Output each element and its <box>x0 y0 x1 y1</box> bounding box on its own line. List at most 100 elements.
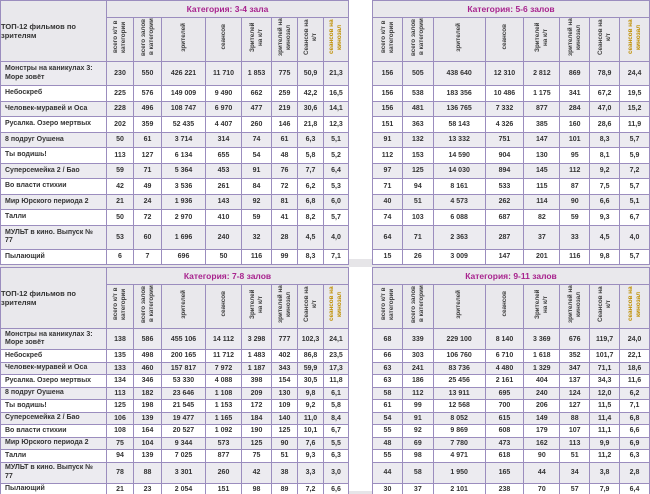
value-cell: 9,8 <box>297 386 324 400</box>
value-cell: 4 573 <box>432 193 486 210</box>
table-row: МУЛЬТ в кино. Выпуск № 77 53 60 1 696 240 32 2… <box>0 224 349 250</box>
value-cell: 24 <box>133 193 162 210</box>
value-cell: 125 <box>401 162 434 179</box>
film-name: Суперсемейка 2 / Бао <box>0 162 107 179</box>
value-cell: 151 <box>372 116 403 133</box>
value-cell: 17,3 <box>323 361 349 375</box>
value-cell: 90 <box>559 193 591 210</box>
table-category-7-8: ТОП-12 фильмов по зрителям Категория: 7-… <box>0 267 349 494</box>
value-cell: 52 435 <box>161 116 206 133</box>
table-row: 74 103 6 088 687 82 59 9,3 6,7 <box>372 209 650 226</box>
value-cell: 116 <box>241 248 272 265</box>
value-cell: 72 <box>133 209 162 226</box>
value-cell: 124 <box>559 386 591 400</box>
value-cell: 70 <box>523 482 561 494</box>
value-cell: 130 <box>271 386 298 400</box>
value-cell: 2 161 <box>484 374 525 388</box>
value-cell: 6,8 <box>619 411 650 425</box>
value-cell: 20 527 <box>161 424 206 438</box>
table-row: Человек-муравей и Оса 133 460 157 817 7 972 1… <box>0 361 349 375</box>
value-cell: 6,8 <box>297 193 324 210</box>
value-cell: 102,3 <box>297 328 324 350</box>
column-header: Зрителей на к/т <box>523 17 561 62</box>
value-cell: 84 <box>241 178 272 195</box>
value-cell: 127 <box>559 399 591 413</box>
value-cell: 12,3 <box>323 116 349 133</box>
value-cell: 71 <box>372 178 403 195</box>
value-cell: 8,1 <box>589 147 621 164</box>
quadrant-category-3-4: ТОП-12 фильмов по зрителям Категория: 3-… <box>0 0 349 265</box>
value-cell: 66 <box>372 349 403 363</box>
value-cell: 6,3 <box>297 131 324 148</box>
value-cell: 28 <box>271 224 298 250</box>
value-cell: 32 <box>241 224 272 250</box>
value-cell: 498 <box>133 349 162 363</box>
table-row: 97 125 14 030 894 145 112 9,2 7,2 <box>372 162 650 179</box>
value-cell: 92 <box>401 424 434 438</box>
value-cell: 139 <box>133 411 162 425</box>
film-name: 8 подруг Оушена <box>0 131 107 148</box>
value-cell: 7 <box>133 248 162 265</box>
value-cell: 477 <box>241 100 272 117</box>
value-cell: 14 030 <box>432 162 486 179</box>
value-cell: 115 <box>523 178 561 195</box>
value-cell: 97 <box>372 162 403 179</box>
value-cell: 877 <box>205 449 242 463</box>
value-cell: 15,2 <box>619 100 650 117</box>
table-row: 40 51 4 573 262 114 90 6,6 5,1 <box>372 193 650 210</box>
value-cell: 98 <box>401 449 434 463</box>
value-cell: 157 817 <box>161 361 206 375</box>
value-cell: 404 <box>523 374 561 388</box>
value-cell: 6,2 <box>619 386 650 400</box>
table-row: 54 91 8 052 615 149 88 11,4 6,8 <box>372 411 650 425</box>
value-cell: 229 100 <box>432 328 486 350</box>
column-header: всего к/т в категории <box>106 284 134 329</box>
value-cell: 9 869 <box>432 424 486 438</box>
table-row: Во власти стихии 108 164 20 527 1 092 190 125 1… <box>0 424 349 438</box>
value-cell: 156 <box>372 61 403 86</box>
value-cell: 7,2 <box>619 162 650 179</box>
value-cell: 63 <box>372 361 403 375</box>
column-header: Зрителей на к/т <box>241 284 272 329</box>
value-cell: 352 <box>559 349 591 363</box>
film-name: Русалка. Озеро мертвых <box>0 116 107 133</box>
value-cell: 71,1 <box>589 361 621 375</box>
value-cell: 9,2 <box>297 399 324 413</box>
value-cell: 5,2 <box>323 147 349 164</box>
value-cell: 50 <box>106 209 134 226</box>
column-header: сеансов <box>205 284 242 329</box>
value-cell: 149 <box>523 411 561 425</box>
value-cell: 113 <box>106 386 134 400</box>
value-cell: 12 310 <box>484 61 525 86</box>
value-cell: 3 536 <box>161 178 206 195</box>
value-cell: 9,3 <box>297 449 324 463</box>
value-cell: 83 736 <box>432 361 486 375</box>
value-cell: 201 <box>523 248 561 265</box>
value-cell: 132 <box>401 131 434 148</box>
value-cell: 51 <box>401 193 434 210</box>
category-title: Категория: 5-6 залов <box>372 0 650 18</box>
value-cell: 28,6 <box>589 116 621 133</box>
value-cell: 24,1 <box>323 328 349 350</box>
table-row: МУЛЬТ в кино. Выпуск № 77 78 88 3 301 260 42 3… <box>0 461 349 484</box>
table-row: 63 186 25 456 2 161 404 137 34,3 11,6 <box>372 374 650 388</box>
value-cell: 6 134 <box>161 147 206 164</box>
value-cell: 75 <box>241 449 272 463</box>
value-cell: 6,6 <box>589 193 621 210</box>
value-cell: 113 <box>559 436 591 450</box>
value-cell: 262 <box>484 193 525 210</box>
value-cell: 37 <box>401 482 434 494</box>
film-name: Человек-муравей и Оса <box>0 361 107 375</box>
value-cell: 18,6 <box>619 361 650 375</box>
table-category-3-4: ТОП-12 фильмов по зрителям Категория: 3-… <box>0 0 349 265</box>
film-name: Пылающий <box>0 248 107 265</box>
value-cell: 1 175 <box>523 85 561 102</box>
value-cell: 108 <box>106 424 134 438</box>
film-name: Суперсемейка 2 / Бао <box>0 411 107 425</box>
value-cell: 608 <box>484 424 525 438</box>
value-cell: 695 <box>484 386 525 400</box>
value-cell: 4,5 <box>589 224 621 250</box>
value-cell: 69 <box>401 436 434 450</box>
value-cell: 136 765 <box>432 100 486 117</box>
table-row: 156 538 183 356 10 486 1 175 341 67,2 19,5 <box>372 85 650 102</box>
